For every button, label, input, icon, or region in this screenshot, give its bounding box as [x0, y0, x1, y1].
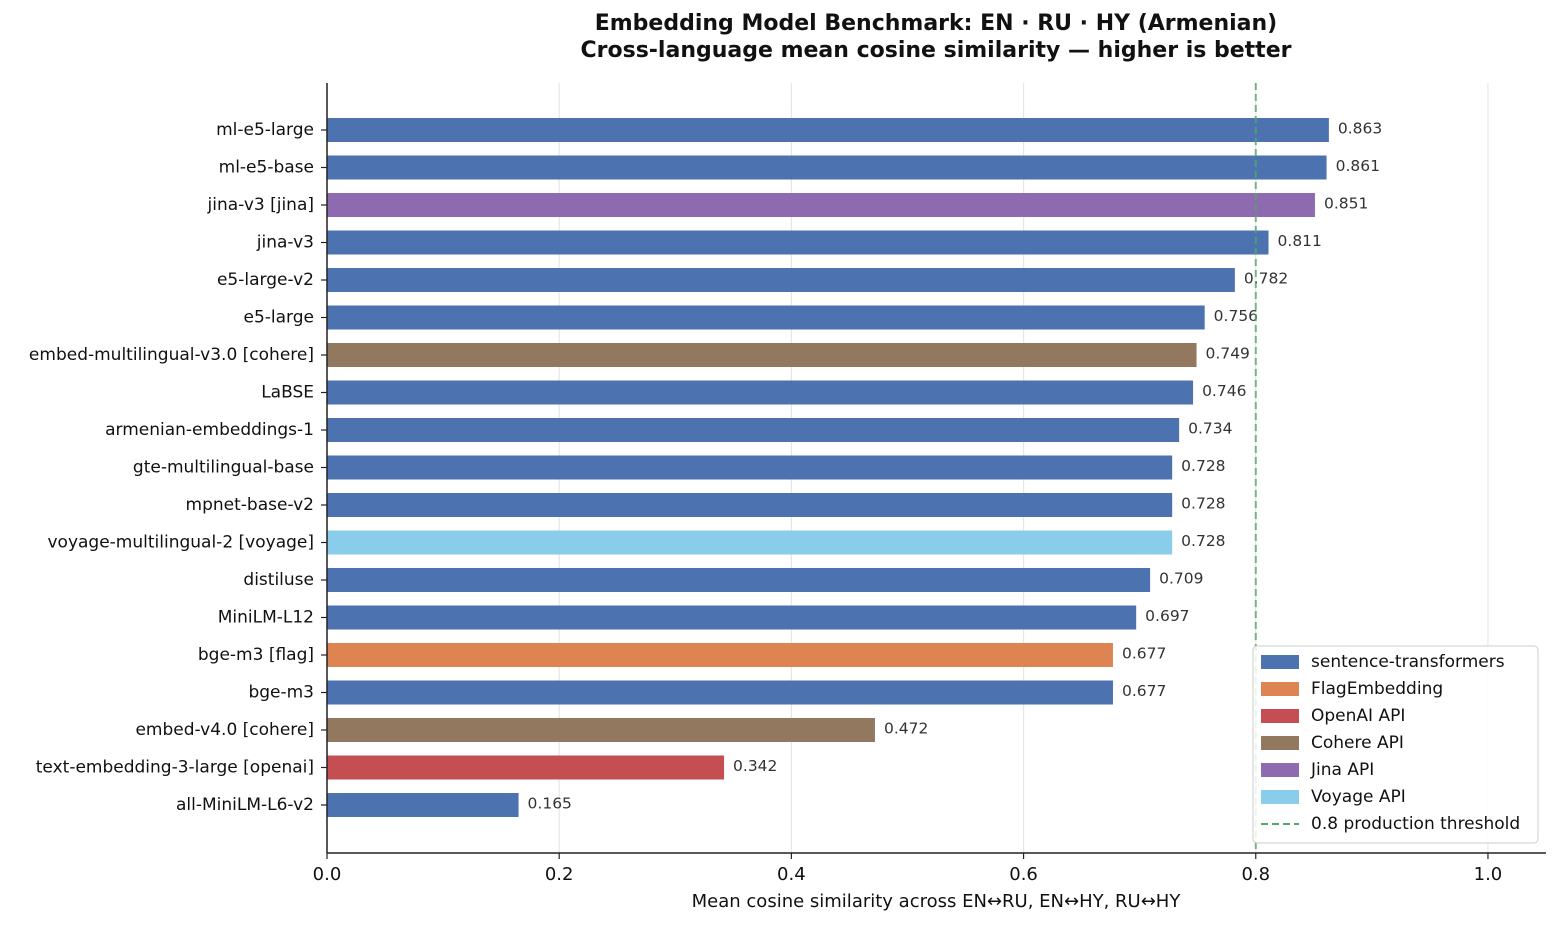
value-label: 0.728 [1181, 495, 1225, 513]
legend-label: 0.8 production threshold [1311, 814, 1520, 834]
bar [327, 155, 1327, 180]
y-tick-label: text-embedding-3-large [openai] [36, 758, 314, 778]
x-tick-label: 0.0 [313, 864, 342, 885]
bar [327, 118, 1329, 142]
value-label: 0.863 [1338, 120, 1382, 138]
value-label: 0.697 [1145, 607, 1189, 625]
legend-swatch [1261, 709, 1299, 723]
legend-label: Cohere API [1311, 733, 1404, 753]
y-tick-label: bge-m3 [flag] [198, 645, 314, 665]
bar [327, 680, 1113, 705]
value-label: 0.746 [1202, 382, 1246, 400]
y-tick-label: distiluse [243, 570, 314, 590]
y-tick-label: e5-large-v2 [217, 270, 314, 290]
x-tick-label: 0.4 [777, 864, 806, 885]
bar [327, 530, 1173, 555]
value-label: 0.811 [1278, 232, 1322, 250]
bar [327, 493, 1173, 517]
value-label: 0.677 [1122, 645, 1166, 663]
value-label: 0.734 [1188, 420, 1232, 438]
value-label: 0.342 [733, 757, 777, 775]
y-tick-label: embed-multilingual-v3.0 [cohere] [29, 345, 314, 365]
legend-box [1252, 645, 1539, 844]
y-tick-label: ml-e5-large [216, 120, 314, 140]
y-tick-label: jina-v3 [jina] [207, 195, 315, 215]
bar [327, 455, 1173, 480]
value-label: 0.472 [884, 720, 928, 738]
value-label: 0.165 [528, 795, 572, 813]
bar [327, 793, 519, 817]
y-tick-label: mpnet-base-v2 [186, 495, 314, 515]
value-label: 0.851 [1324, 195, 1368, 213]
value-label: 0.677 [1122, 682, 1166, 700]
y-tick-label: armenian-embeddings-1 [105, 420, 314, 440]
legend-swatch [1261, 736, 1299, 750]
legend-label: OpenAI API [1311, 706, 1405, 726]
legend-swatch [1261, 655, 1299, 669]
y-tick-label: e5-large [244, 308, 315, 328]
legend-swatch [1261, 763, 1299, 777]
legend-label: Voyage API [1311, 787, 1406, 807]
bar [327, 718, 875, 742]
chart-subtitle: Cross-language mean cosine similarity — … [581, 38, 1292, 63]
y-tick-label: all-MiniLM-L6-v2 [176, 795, 314, 815]
y-tick-label: jina-v3 [256, 233, 314, 253]
value-label: 0.782 [1244, 270, 1288, 288]
y-tick-label: MiniLM-L12 [218, 608, 314, 628]
value-label: 0.756 [1214, 307, 1258, 325]
y-tick-label: ml-e5-base [219, 158, 314, 178]
y-tick-label: gte-multilingual-base [133, 458, 314, 478]
bar [327, 305, 1205, 330]
y-tick-label: bge-m3 [248, 683, 314, 703]
x-axis-label: Mean cosine similarity across EN↔RU, EN↔… [692, 891, 1182, 912]
bar [327, 380, 1194, 405]
value-label: 0.728 [1181, 532, 1225, 550]
bar [327, 230, 1269, 255]
chart-title: Embedding Model Benchmark: EN · RU · HY … [595, 11, 1278, 36]
legend-label: Jina API [1310, 760, 1374, 780]
x-tick-label: 0.6 [1009, 864, 1038, 885]
y-tick-label: embed-v4.0 [cohere] [135, 720, 314, 740]
bar [327, 643, 1113, 667]
bar [327, 343, 1197, 367]
x-tick-label: 0.8 [1241, 864, 1270, 885]
x-tick-label: 0.2 [545, 864, 574, 885]
legend-swatch [1261, 790, 1299, 804]
y-tick-label: voyage-multilingual-2 [voyage] [47, 533, 314, 553]
bar [327, 268, 1235, 292]
x-tick-label: 1.0 [1474, 864, 1503, 885]
value-label: 0.709 [1159, 570, 1203, 588]
value-label: 0.728 [1181, 457, 1225, 475]
y-tick-label: LaBSE [261, 383, 314, 403]
bar [327, 418, 1180, 442]
legend-swatch [1261, 682, 1299, 696]
legend-label: FlagEmbedding [1311, 679, 1443, 699]
value-label: 0.861 [1336, 157, 1380, 175]
bar [327, 605, 1137, 630]
value-label: 0.749 [1206, 345, 1250, 363]
bar [327, 568, 1151, 592]
bar [327, 755, 725, 780]
bar [327, 193, 1315, 217]
legend-label: sentence-transformers [1311, 652, 1505, 672]
